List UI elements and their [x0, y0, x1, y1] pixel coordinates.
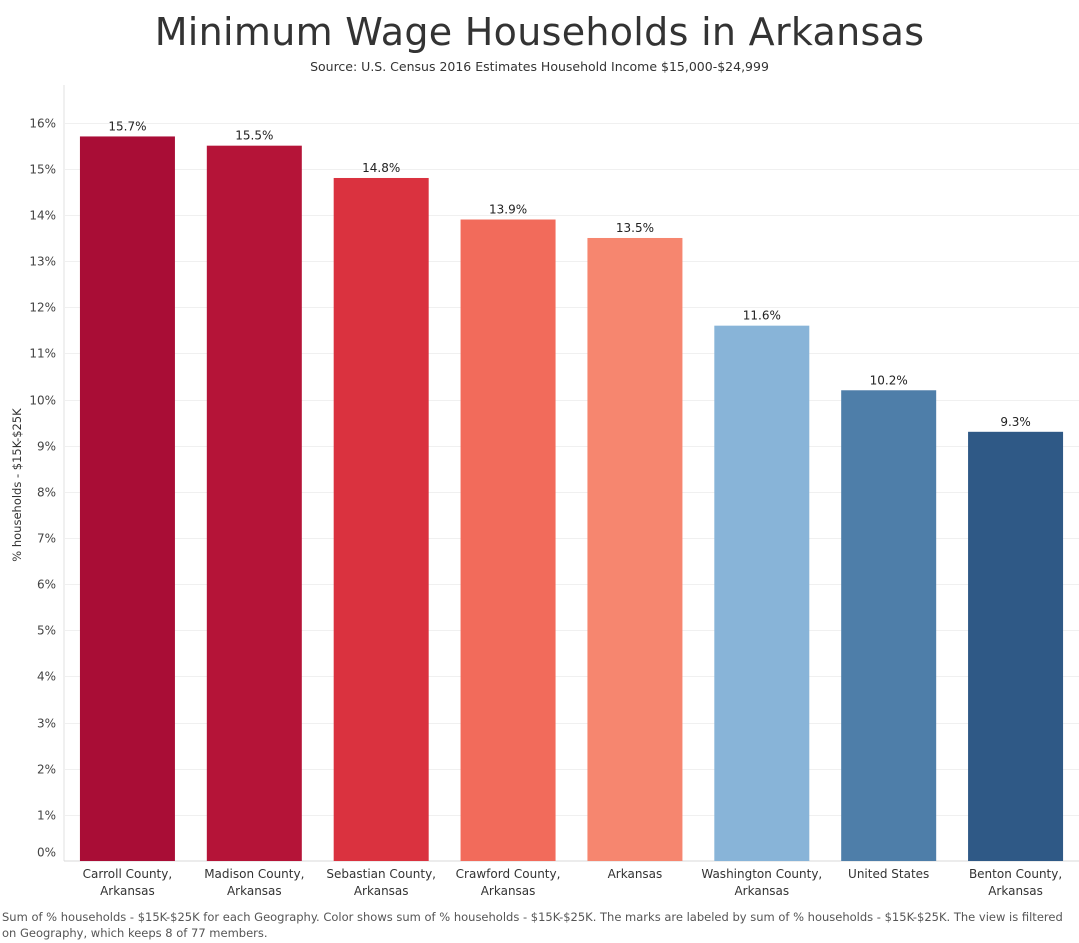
x-tick-label: Arkansas	[608, 867, 663, 881]
y-tick-label: 12%	[29, 301, 56, 315]
bar	[79, 136, 175, 861]
y-tick-label: 6%	[37, 578, 56, 592]
data-label: 10.2%	[870, 373, 908, 387]
x-tick-label: Sebastian County,	[326, 867, 436, 881]
y-axis-title: % households - $15K-$25K	[10, 408, 24, 562]
bar	[460, 219, 556, 861]
bar	[968, 431, 1064, 861]
data-label: 13.5%	[616, 221, 654, 235]
x-tick-label: Madison County,	[204, 867, 304, 881]
y-tick-label: 9%	[37, 440, 56, 454]
y-tick-label: 13%	[29, 255, 56, 269]
y-tick-label: 5%	[37, 624, 56, 638]
bar	[206, 145, 302, 862]
chart-subtitle: Source: U.S. Census 2016 Estimates House…	[310, 59, 769, 74]
bar	[714, 325, 810, 861]
y-tick-label: 7%	[37, 532, 56, 546]
x-tick-label: Crawford County,	[456, 867, 561, 881]
data-label: 9.3%	[1000, 415, 1031, 429]
x-tick-label: Arkansas	[734, 884, 789, 898]
y-tick-label: 11%	[29, 347, 56, 361]
data-label: 14.8%	[362, 161, 400, 175]
x-tick-label: Arkansas	[988, 884, 1043, 898]
y-tick-label: 3%	[37, 717, 56, 731]
x-tick-label: Arkansas	[100, 884, 155, 898]
data-label: 15.7%	[108, 119, 146, 133]
data-label: 13.9%	[489, 203, 527, 217]
footnote: Sum of % households - $15K-$25K for each…	[2, 910, 1063, 940]
x-tick-label: Arkansas	[227, 884, 282, 898]
data-label: 15.5%	[235, 129, 273, 143]
y-tick-label: 16%	[29, 117, 56, 131]
x-axis-categories: Carroll County, Arkansas Madison County, Ar…	[83, 867, 1063, 898]
y-tick-label: 0%	[37, 846, 56, 860]
x-tick-label: United States	[848, 867, 929, 881]
bar-chart: 0% 1% 2% 3% 4% 5% 6% 7% 8% 9% 10% 11% 12% 13% 14% 15% 16…	[10, 85, 1079, 898]
x-tick-label: Arkansas	[354, 884, 409, 898]
y-tick-label: 4%	[37, 670, 56, 684]
y-tick-label: 15%	[29, 163, 56, 177]
chart-title: Minimum Wage Households in Arkansas	[154, 10, 925, 54]
bar	[841, 390, 937, 861]
y-tick-label: 8%	[37, 486, 56, 500]
x-tick-label: Carroll County,	[83, 867, 173, 881]
y-tick-label: 1%	[37, 809, 56, 823]
y-tick-label: 10%	[29, 394, 56, 408]
bars	[79, 136, 1064, 862]
y-tick-label: 14%	[29, 209, 56, 223]
data-label: 11.6%	[743, 309, 781, 323]
data-labels: 15.7% 15.5% 14.8% 13.9% 13.5% 11.6% 10.2% 9.3%	[108, 119, 1030, 428]
x-tick-label: Arkansas	[481, 884, 536, 898]
x-tick-label: Benton County,	[969, 867, 1062, 881]
x-tick-label: Washington County,	[701, 867, 822, 881]
y-axis: 0% 1% 2% 3% 4% 5% 6% 7% 8% 9% 10% 11% 12% 13% 14% 15% 16…	[29, 117, 56, 860]
bar	[333, 177, 429, 862]
bar	[587, 237, 683, 862]
y-tick-label: 2%	[37, 763, 56, 777]
